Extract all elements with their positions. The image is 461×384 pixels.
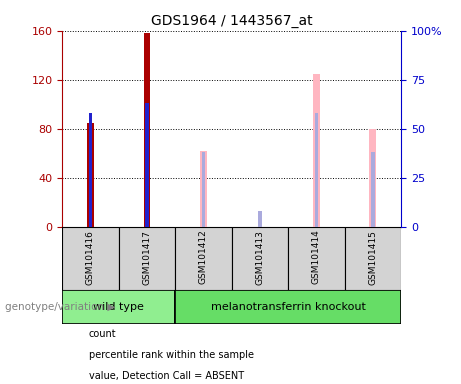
Text: genotype/variation ▶: genotype/variation ▶ [5, 302, 115, 312]
Bar [313, 74, 320, 227]
Text: wild type: wild type [93, 302, 144, 312]
Text: value, Detection Call = ABSENT: value, Detection Call = ABSENT [89, 371, 244, 381]
Bar [175, 227, 231, 290]
Bar [118, 227, 175, 290]
Text: count: count [89, 329, 117, 339]
Bar [87, 122, 94, 227]
Bar [369, 129, 376, 227]
Text: GSM101417: GSM101417 [142, 230, 152, 285]
Bar [344, 227, 401, 290]
Bar [62, 227, 118, 290]
Bar [202, 152, 205, 227]
Bar [371, 152, 374, 227]
Text: GSM101415: GSM101415 [368, 230, 378, 285]
Bar [175, 290, 401, 324]
Bar [145, 103, 148, 227]
Text: GSM101413: GSM101413 [255, 230, 265, 285]
Bar [62, 290, 175, 324]
Bar [258, 211, 261, 227]
Bar [231, 227, 288, 290]
Text: GSM101412: GSM101412 [199, 230, 208, 285]
Text: percentile rank within the sample: percentile rank within the sample [89, 350, 254, 360]
Bar [143, 33, 150, 227]
Bar [315, 113, 318, 227]
Bar [200, 151, 207, 227]
Title: GDS1964 / 1443567_at: GDS1964 / 1443567_at [151, 14, 313, 28]
Bar [89, 113, 92, 227]
Text: melanotransferrin knockout: melanotransferrin knockout [211, 302, 366, 312]
Text: GSM101416: GSM101416 [86, 230, 95, 285]
Text: GSM101414: GSM101414 [312, 230, 321, 285]
Bar [288, 227, 344, 290]
